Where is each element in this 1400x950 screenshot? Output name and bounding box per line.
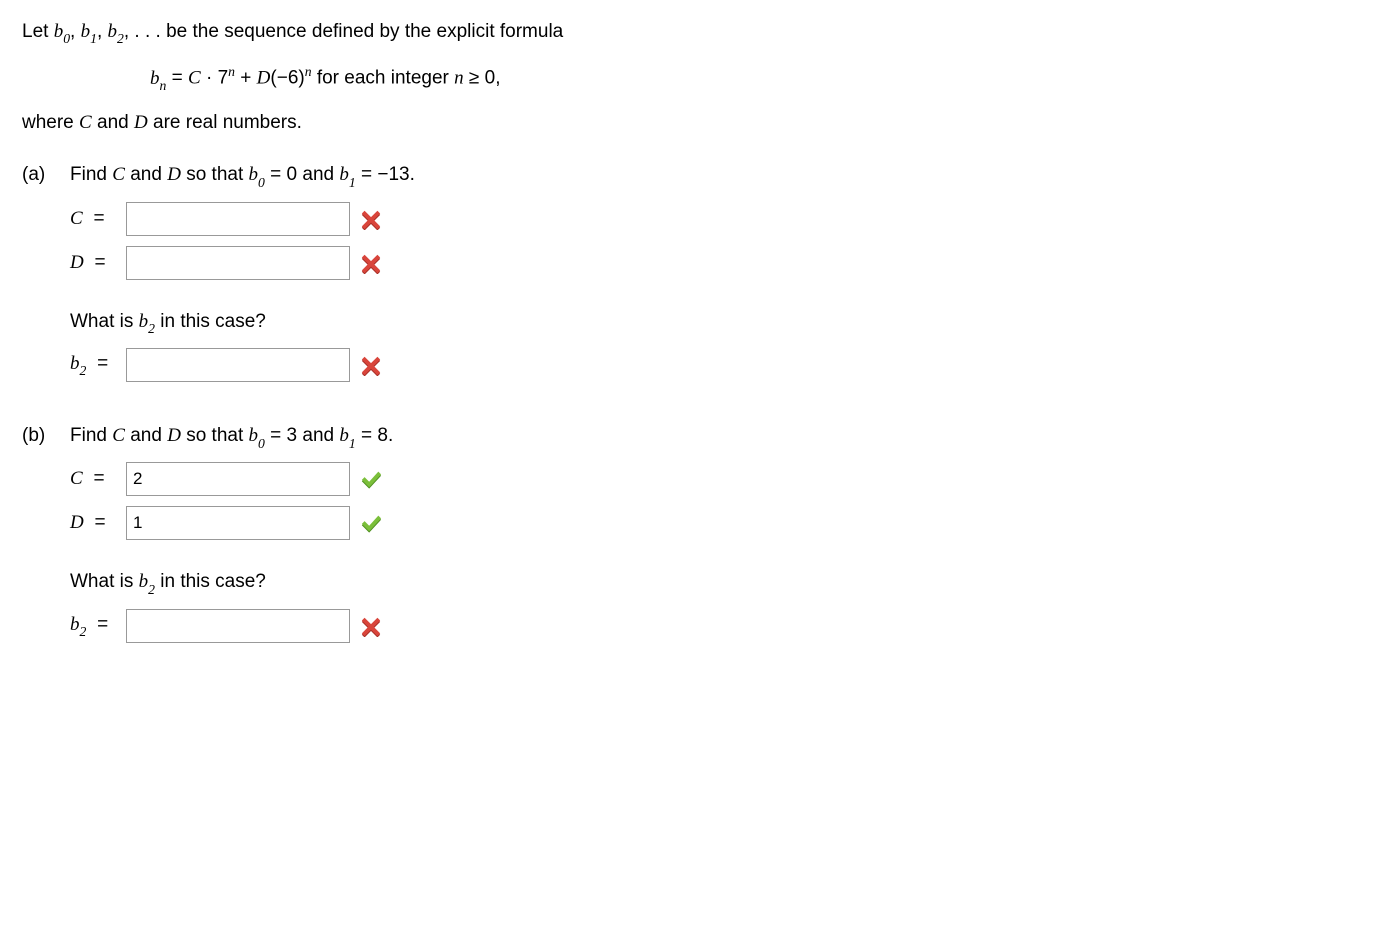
intro-pre: Let <box>22 21 54 42</box>
part-a-b2-row: b2 = <box>70 348 1378 382</box>
part-a-d-row: D = <box>70 246 1378 280</box>
part-b-d-label: D <box>70 512 84 533</box>
part-a-c-row: C = <box>70 202 1378 236</box>
part-b-d-row: D = <box>70 506 1378 540</box>
part-a-d-label: D <box>70 252 84 273</box>
intro-post: . . . be the sequence defined by the exp… <box>129 21 563 42</box>
part-b-label: (b) <box>22 422 70 451</box>
part-a-label: (a) <box>22 161 70 190</box>
part-b-c-row: C = <box>70 462 1378 496</box>
seq-b0: b0 <box>54 21 70 42</box>
part-a-c-input[interactable] <box>126 202 350 236</box>
where-line: where C and D are real numbers. <box>22 109 1378 138</box>
part-b-c-label: C <box>70 468 83 489</box>
seq-b2: b2 <box>108 21 124 42</box>
formula-line: bn = C · 7n + D(−6)n for each integer n … <box>150 62 1378 95</box>
part-b-b2-input[interactable] <box>126 609 350 643</box>
part-b-subq: What is b2 in this case? <box>70 568 1378 598</box>
part-a-c-label: C <box>70 208 83 229</box>
wrong-icon <box>360 208 382 230</box>
part-a-b2-input[interactable] <box>126 348 350 382</box>
part-a-prompt: Find C and D so that b0 = 0 and b1 = −13… <box>70 161 1378 191</box>
wrong-icon <box>360 252 382 274</box>
seq-b1: b1 <box>81 21 97 42</box>
part-b: (b) Find C and D so that b0 = 3 and b1 =… <box>22 422 1378 643</box>
part-b-d-input[interactable] <box>126 506 350 540</box>
part-b-prompt: Find C and D so that b0 = 3 and b1 = 8. <box>70 422 1378 452</box>
correct-icon <box>360 512 382 534</box>
part-b-b2-row: b2 = <box>70 609 1378 643</box>
wrong-icon <box>360 354 382 376</box>
part-a-subq: What is b2 in this case? <box>70 308 1378 338</box>
part-a-d-input[interactable] <box>126 246 350 280</box>
part-a: (a) Find C and D so that b0 = 0 and b1 =… <box>22 161 1378 382</box>
wrong-icon <box>360 615 382 637</box>
correct-icon <box>360 468 382 490</box>
intro-line: Let b0, b1, b2, . . . be the sequence de… <box>22 18 1378 48</box>
part-b-c-input[interactable] <box>126 462 350 496</box>
